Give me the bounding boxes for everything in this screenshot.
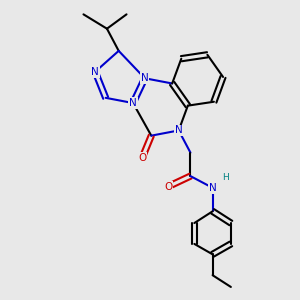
Text: H: H — [222, 173, 229, 182]
Text: N: N — [141, 73, 149, 83]
Text: N: N — [175, 125, 183, 135]
Text: H: H — [222, 172, 230, 182]
Text: N: N — [129, 98, 137, 108]
Text: N: N — [91, 67, 99, 77]
Text: N: N — [209, 183, 217, 193]
Text: O: O — [138, 153, 146, 163]
Text: O: O — [164, 182, 172, 191]
